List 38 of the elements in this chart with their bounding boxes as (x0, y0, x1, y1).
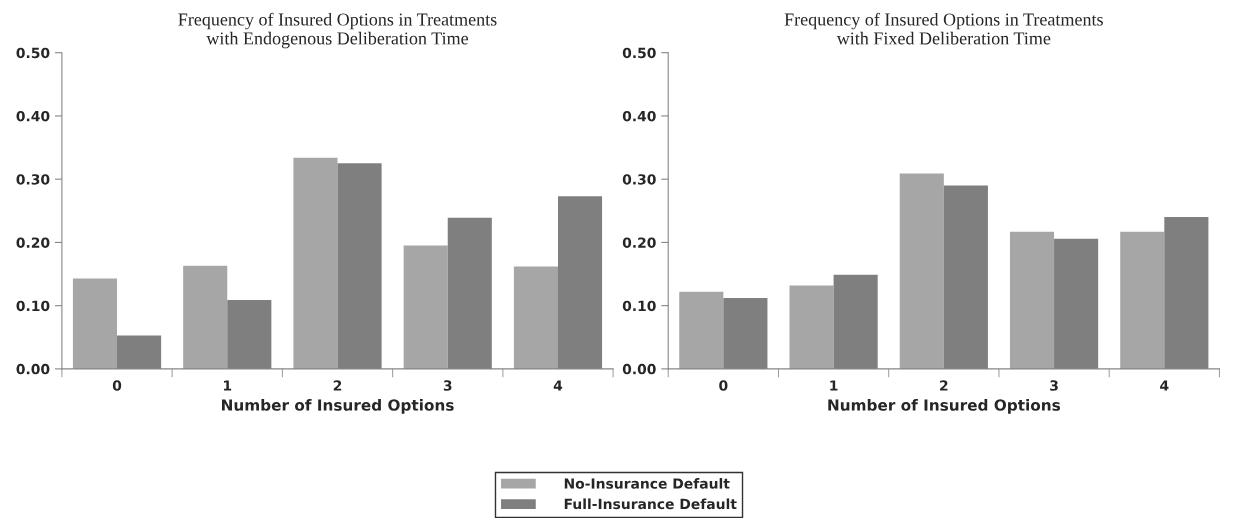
x-tick-label: 3 (443, 380, 452, 391)
bar (679, 291, 724, 369)
x-tick-label: 4 (553, 380, 563, 391)
y-tick-label: 0.50 (16, 47, 50, 59)
bar (1120, 231, 1165, 369)
y-tick-label: 0.50 (622, 47, 656, 59)
y-tick-label: 0.10 (16, 300, 50, 312)
chart-title: Frequency of Insured Options in Treatments with Fixed Deliberation Time (784, 12, 1103, 45)
y-tick-label: 0.40 (16, 110, 50, 122)
x-tick-label: 1 (830, 380, 838, 391)
x-tick-label: 0 (719, 380, 728, 391)
legend-label: Full-Insurance Default (564, 498, 737, 510)
x-tick-label: 3 (1050, 380, 1058, 391)
y-tick-label: 0.00 (16, 363, 50, 375)
y-tick-label: 0.40 (622, 110, 656, 122)
legend-label: No-Insurance Default (564, 478, 730, 489)
bar (899, 173, 944, 369)
x-tick-label: 2 (333, 380, 342, 391)
x-tick-label: 4 (1160, 380, 1169, 391)
y-tick-label: 0.30 (16, 174, 50, 185)
bar (1009, 231, 1055, 369)
y-tick-label: 0.10 (622, 300, 656, 312)
x-tick-label: 0 (112, 380, 122, 391)
x-axis-title: Number of Insured Options (222, 399, 454, 414)
y-tick-label: 0.20 (16, 237, 50, 248)
x-tick-label: 1 (224, 380, 232, 391)
bar (72, 278, 118, 369)
y-tick-label: 0.30 (622, 174, 656, 185)
bar (403, 245, 448, 369)
bar (789, 285, 834, 369)
x-axis-title: Number of Insured Options (828, 399, 1061, 414)
chart-title: Frequency of Insured Options in Treatments with Endogenous Deliberation Time (178, 12, 497, 49)
bar (513, 266, 558, 369)
bar (293, 157, 338, 369)
bar (183, 265, 228, 369)
y-tick-label: 0.20 (622, 237, 656, 248)
y-tick-label: 0.00 (622, 363, 656, 375)
x-tick-label: 2 (940, 380, 948, 391)
